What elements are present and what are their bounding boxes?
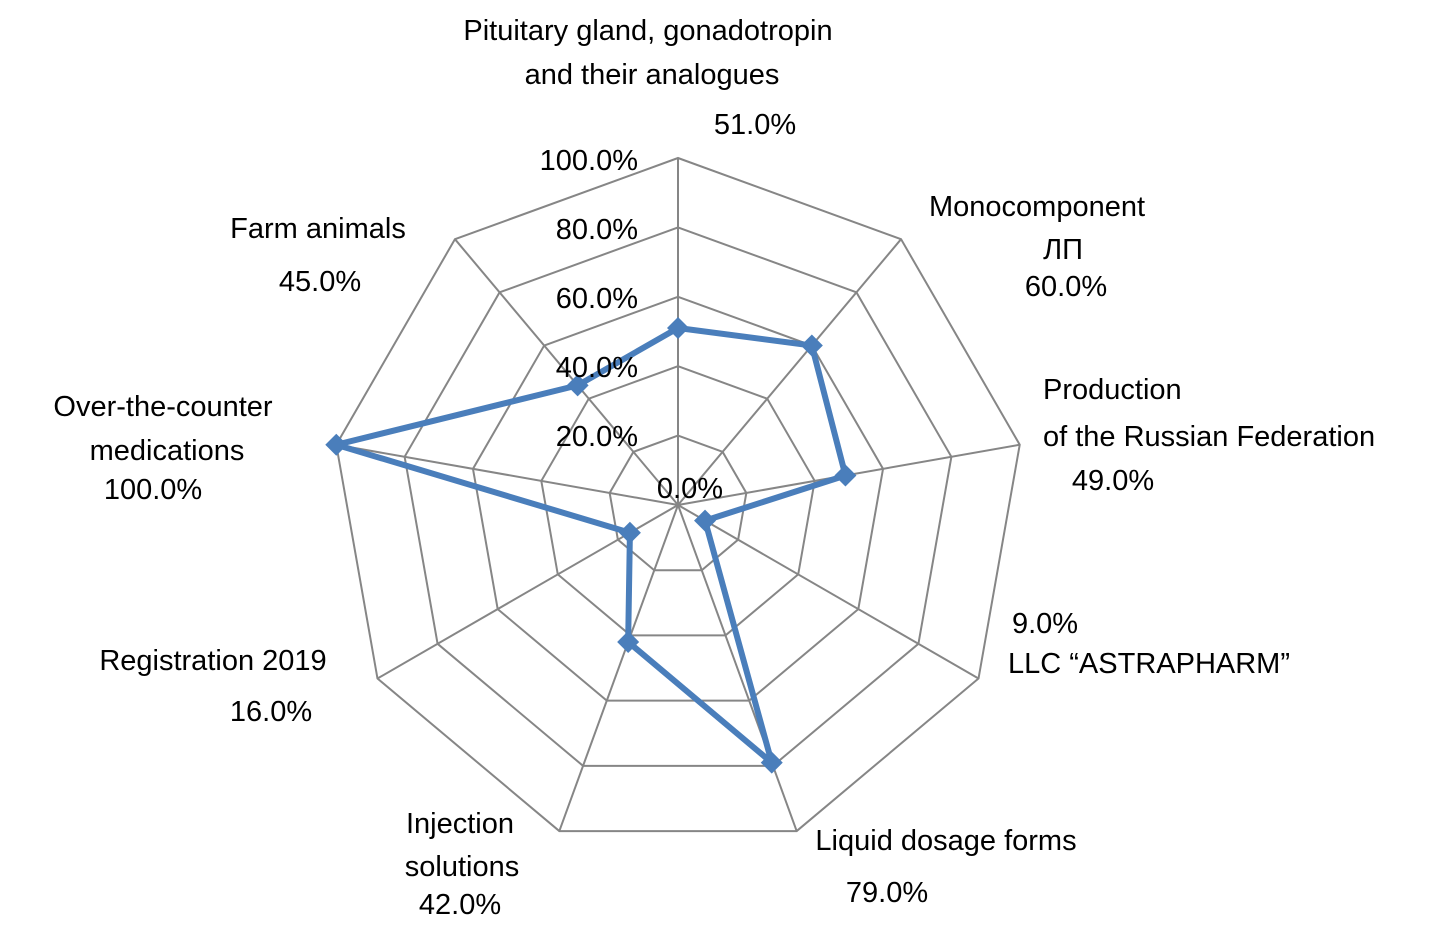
category-label: of the Russian Federation	[1043, 421, 1375, 453]
category-label: Farm animals	[230, 213, 406, 245]
category-label: Registration 2019	[99, 645, 326, 677]
tick-label: 40.0%	[556, 352, 638, 384]
category-label: Monocomponent	[929, 191, 1145, 223]
data-label: 42.0%	[419, 889, 501, 921]
tick-label: 100.0%	[540, 145, 638, 177]
data-point-marker	[800, 334, 823, 357]
data-point-marker	[566, 374, 589, 397]
data-point-marker	[694, 509, 717, 532]
data-point-marker	[325, 433, 348, 456]
category-label: LLC “ASTRAPHARM”	[1008, 648, 1290, 680]
category-label: Pituitary gland, gonadotropin	[463, 15, 832, 47]
category-label: and their analogues	[525, 59, 780, 91]
grid-ring	[335, 156, 1021, 833]
data-point-marker	[667, 317, 689, 340]
data-label: 16.0%	[230, 696, 312, 728]
grid-ring	[540, 365, 816, 637]
category-label: Over-the-counter	[53, 391, 273, 423]
data-point-marker	[617, 630, 640, 653]
data-label: 51.0%	[714, 109, 796, 141]
tick-label: 20.0%	[556, 421, 638, 453]
data-point-marker	[760, 751, 783, 774]
category-label: ЛП	[1043, 234, 1083, 266]
data-label: 45.0%	[279, 266, 361, 298]
data-point-marker	[834, 464, 857, 487]
grid-ring	[471, 295, 885, 702]
axis-spoke	[558, 504, 679, 832]
data-label: 49.0%	[1072, 465, 1154, 497]
axis-spoke	[677, 504, 798, 832]
series-line	[333, 325, 849, 766]
data-label: 79.0%	[846, 877, 928, 909]
data-label: 60.0%	[1025, 271, 1107, 303]
category-label: Injection	[406, 808, 514, 840]
category-label: Production	[1043, 374, 1182, 406]
tick-label: 80.0%	[556, 214, 638, 246]
axis-spoke	[454, 238, 679, 506]
axis-spoke	[677, 504, 980, 680]
axis-spoke	[336, 443, 679, 506]
category-label: solutions	[405, 851, 519, 883]
data-label: 9.0%	[1012, 608, 1078, 640]
category-label: medications	[90, 435, 245, 467]
axis-spoke	[677, 238, 902, 506]
data-point-marker	[618, 521, 641, 544]
tick-label: 60.0%	[556, 283, 638, 315]
grid-ring	[608, 434, 748, 572]
data-label: 100.0%	[104, 474, 202, 506]
tick-label: 0.0%	[657, 473, 723, 505]
category-label: Liquid dosage forms	[815, 825, 1076, 857]
grid-ring	[403, 226, 953, 767]
